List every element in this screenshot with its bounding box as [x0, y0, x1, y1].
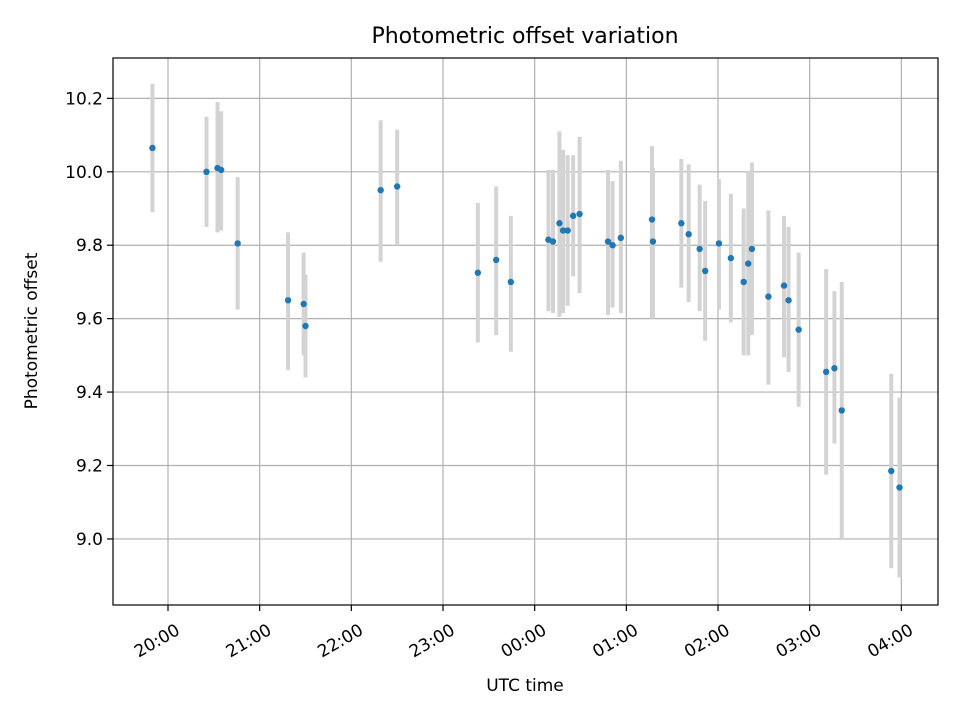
- data-point: [149, 144, 156, 152]
- y-tick-label: 9.6: [76, 310, 103, 330]
- data-point: [284, 297, 292, 304]
- data-point: [740, 278, 747, 286]
- data-point: [727, 254, 735, 262]
- y-tick-label: 9.0: [76, 530, 103, 550]
- y-tick-label: 9.8: [76, 236, 103, 256]
- data-point: [203, 168, 210, 176]
- y-tick-label: 9.2: [76, 456, 103, 476]
- data-point: [549, 238, 557, 245]
- y-axis-label: Photometric offset: [22, 252, 42, 409]
- data-point: [715, 240, 723, 247]
- y-axis-ticks: 9.0 9.2 9.4 9.6 9.8 10.0 10.2: [65, 89, 113, 550]
- data-point: [745, 260, 752, 267]
- x-axis-label: UTC time: [486, 676, 564, 696]
- data-point: [648, 216, 656, 223]
- chart-title: Photometric offset variation: [371, 24, 678, 49]
- data-point: [604, 238, 612, 245]
- data-point: [617, 234, 625, 242]
- data-point: [576, 210, 583, 218]
- data-point: [217, 166, 225, 174]
- data-point: [300, 300, 307, 308]
- data-point: [609, 242, 616, 249]
- data-point: [822, 368, 830, 376]
- data-point: [649, 238, 657, 245]
- data-point: [492, 256, 500, 264]
- data-point: [838, 407, 845, 414]
- y-tick-label: 10.0: [65, 163, 103, 183]
- data-point: [685, 231, 692, 238]
- plot-area-background: [113, 58, 938, 605]
- data-point: [780, 282, 788, 289]
- data-point: [507, 278, 515, 286]
- data-point: [785, 297, 792, 304]
- data-point: [765, 293, 772, 300]
- data-point: [556, 220, 563, 227]
- data-point: [393, 183, 401, 190]
- data-point: [678, 220, 685, 227]
- plot-frame: [112, 57, 939, 606]
- data-point: [795, 326, 802, 333]
- grid: [113, 58, 938, 605]
- y-tick-label: 10.2: [65, 89, 103, 109]
- data-point: [696, 245, 703, 253]
- y-tick-label: 9.4: [76, 383, 103, 403]
- data-points: [149, 144, 903, 491]
- data-point: [302, 322, 309, 330]
- data-point: [559, 227, 567, 234]
- data-point: [748, 245, 756, 253]
- data-point: [377, 186, 384, 194]
- data-point: [474, 269, 482, 276]
- data-point: [569, 212, 577, 220]
- data-point: [888, 467, 895, 475]
- data-point: [896, 484, 903, 491]
- data-point: [831, 365, 838, 372]
- data-point: [564, 227, 571, 234]
- data-point: [701, 267, 709, 275]
- data-point: [234, 240, 241, 247]
